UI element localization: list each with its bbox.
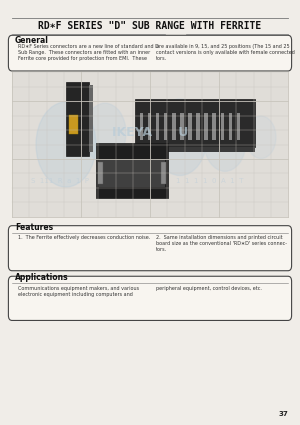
FancyBboxPatch shape [96, 143, 168, 198]
FancyBboxPatch shape [8, 226, 292, 271]
Circle shape [36, 102, 96, 187]
Bar [229, 113, 232, 140]
Text: IKEYA      U: IKEYA U [112, 127, 188, 139]
Text: peripheral equipment, control devices, etc.: peripheral equipment, control devices, e… [156, 286, 262, 291]
Text: 37: 37 [278, 411, 288, 416]
Bar [188, 113, 192, 140]
Bar [196, 113, 200, 140]
Bar [138, 147, 255, 153]
Bar [98, 162, 103, 184]
Text: Communications equipment makers, and various
electronic equipment including comp: Communications equipment makers, and var… [18, 286, 139, 297]
FancyBboxPatch shape [135, 99, 255, 147]
Bar [204, 113, 208, 140]
Bar [12, 72, 288, 217]
Bar [99, 159, 165, 187]
Bar [172, 113, 175, 140]
Text: RD∗F SERIES "D" SUB RANGE WITH FERRITE: RD∗F SERIES "D" SUB RANGE WITH FERRITE [38, 21, 262, 31]
FancyBboxPatch shape [8, 276, 292, 320]
Bar [156, 113, 159, 140]
Text: Applications: Applications [15, 272, 69, 282]
Bar [148, 113, 151, 140]
FancyBboxPatch shape [66, 82, 88, 156]
Circle shape [246, 116, 276, 159]
Text: General: General [15, 36, 49, 45]
Bar [164, 113, 167, 140]
Text: are available in 9, 15, and 25 positions (The 15 and 25
contact versions is only: are available in 9, 15, and 25 positions… [156, 44, 295, 61]
Bar [220, 113, 224, 140]
Text: S  111  R  a  1  P: S 111 R a 1 P [31, 178, 89, 184]
Bar [140, 113, 143, 140]
Text: Features: Features [15, 223, 53, 232]
Circle shape [84, 103, 126, 163]
Bar [88, 85, 93, 152]
Text: 1.  The Ferrite effectively decreases conduction noise.: 1. The Ferrite effectively decreases con… [18, 235, 150, 240]
Bar [160, 162, 166, 184]
Text: 2.  Same installation dimensions and printed circuit
board size as the conventio: 2. Same installation dimensions and prin… [156, 235, 287, 252]
FancyBboxPatch shape [8, 35, 292, 71]
Text: 1  1  1  1  0  A  1  T: 1 1 1 1 0 A 1 T [176, 178, 244, 184]
Bar [180, 113, 184, 140]
Circle shape [153, 99, 207, 176]
Bar [237, 113, 240, 140]
Circle shape [204, 112, 246, 171]
Text: RD∗F Series connectors are a new line of standard and D
Sub Range.  These connec: RD∗F Series connectors are a new line of… [18, 44, 159, 61]
Bar [212, 113, 216, 140]
Bar [69, 115, 78, 134]
